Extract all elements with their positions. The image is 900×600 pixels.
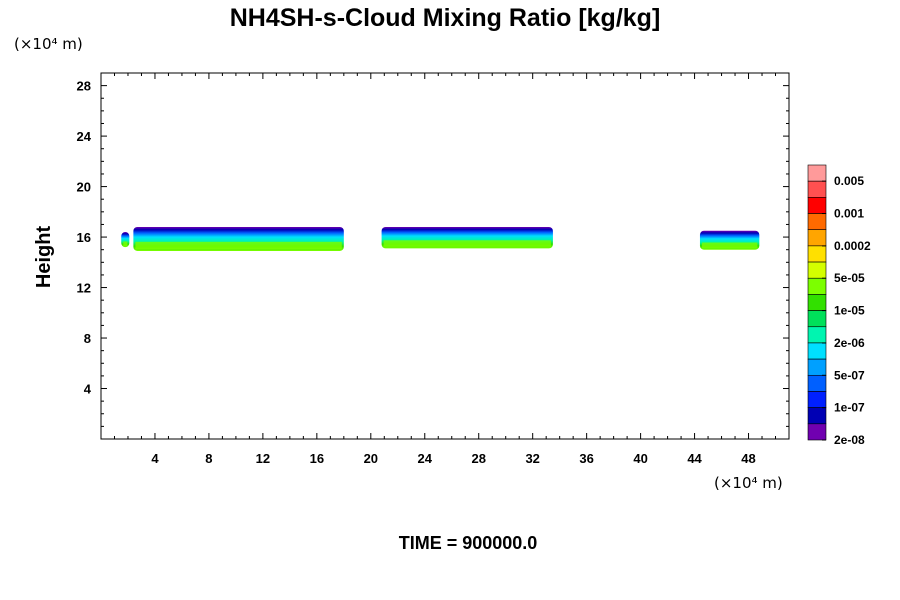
x-tick-label: 32	[525, 451, 539, 466]
colorbar-swatch	[807, 180, 827, 198]
colorbar-swatch	[807, 342, 827, 360]
y-tick-label: 24	[77, 129, 92, 144]
colorbar-swatch	[807, 374, 827, 392]
colorbar-swatch	[807, 326, 827, 344]
x-axis-unit: (×10⁴ m)	[714, 474, 783, 492]
chart-title: NH4SH-s-Cloud Mixing Ratio [kg/kg]	[230, 4, 661, 32]
x-tick-label: 4	[151, 451, 159, 466]
colorbar-swatch	[807, 164, 827, 182]
x-tick-label: 48	[741, 451, 755, 466]
colorbar-label: 0.001	[834, 207, 864, 221]
colorbar-swatch	[807, 358, 827, 376]
colorbar-label: 0.005	[834, 174, 864, 188]
y-tick-label: 20	[77, 180, 91, 195]
plot-frame	[100, 72, 790, 440]
cloud-core-2	[135, 241, 342, 250]
x-tick-label: 44	[687, 451, 702, 466]
x-tick-label: 8	[205, 451, 212, 466]
colorbar-swatch	[807, 407, 827, 425]
y-axis-ticks: 4 8 12 16 20 24 28	[77, 79, 789, 427]
colorbar-label: 2e-06	[834, 336, 865, 350]
colorbar-swatch	[807, 261, 827, 279]
x-tick-label: 16	[310, 451, 324, 466]
colorbar-label: 1e-07	[834, 401, 865, 415]
colorbar-swatch	[807, 310, 827, 328]
colorbar-swatch	[807, 245, 827, 263]
cloud-layer	[121, 226, 760, 251]
time-label: TIME = 900000.0	[399, 533, 538, 553]
colorbar-label: 0.0002	[834, 239, 871, 253]
x-tick-label: 40	[633, 451, 647, 466]
cloud-core-1	[123, 241, 128, 246]
y-axis-title: Height	[33, 226, 55, 289]
colorbar-swatch	[807, 197, 827, 214]
colorbar-swatch	[807, 294, 827, 311]
x-tick-label: 28	[471, 451, 485, 466]
x-tick-label: 24	[418, 451, 433, 466]
colorbar-label: 2e-08	[834, 433, 865, 447]
colorbar-label: 1e-05	[834, 304, 865, 318]
colorbar-swatch	[807, 391, 827, 408]
y-tick-label: 16	[77, 230, 91, 245]
colorbar-label: 5e-07	[834, 368, 865, 382]
y-tick-label: 4	[84, 382, 92, 397]
x-tick-label: 12	[256, 451, 270, 466]
colorbar-swatch	[807, 213, 827, 231]
colorbar-swatch	[807, 229, 827, 247]
colorbar-swatch	[807, 423, 827, 441]
x-tick-label: 36	[579, 451, 593, 466]
cloud-core-4	[701, 242, 758, 249]
y-axis-unit: (×10⁴ m)	[14, 35, 83, 53]
colorbar-label: 5e-05	[834, 271, 865, 285]
cloud-core-3	[383, 240, 551, 247]
colorbar: 0.005 0.001 0.0002 5e-05 1e-05 2e-06 5e-07 1e-0…	[807, 164, 871, 447]
x-tick-label: 20	[364, 451, 378, 466]
x-axis-ticks: 4 8 12 16 20 24 28 32 36 40 44 48	[113, 73, 777, 466]
y-tick-label: 28	[77, 79, 91, 94]
y-tick-label: 8	[84, 331, 91, 346]
y-tick-label: 12	[77, 281, 91, 296]
colorbar-swatch	[807, 277, 827, 295]
